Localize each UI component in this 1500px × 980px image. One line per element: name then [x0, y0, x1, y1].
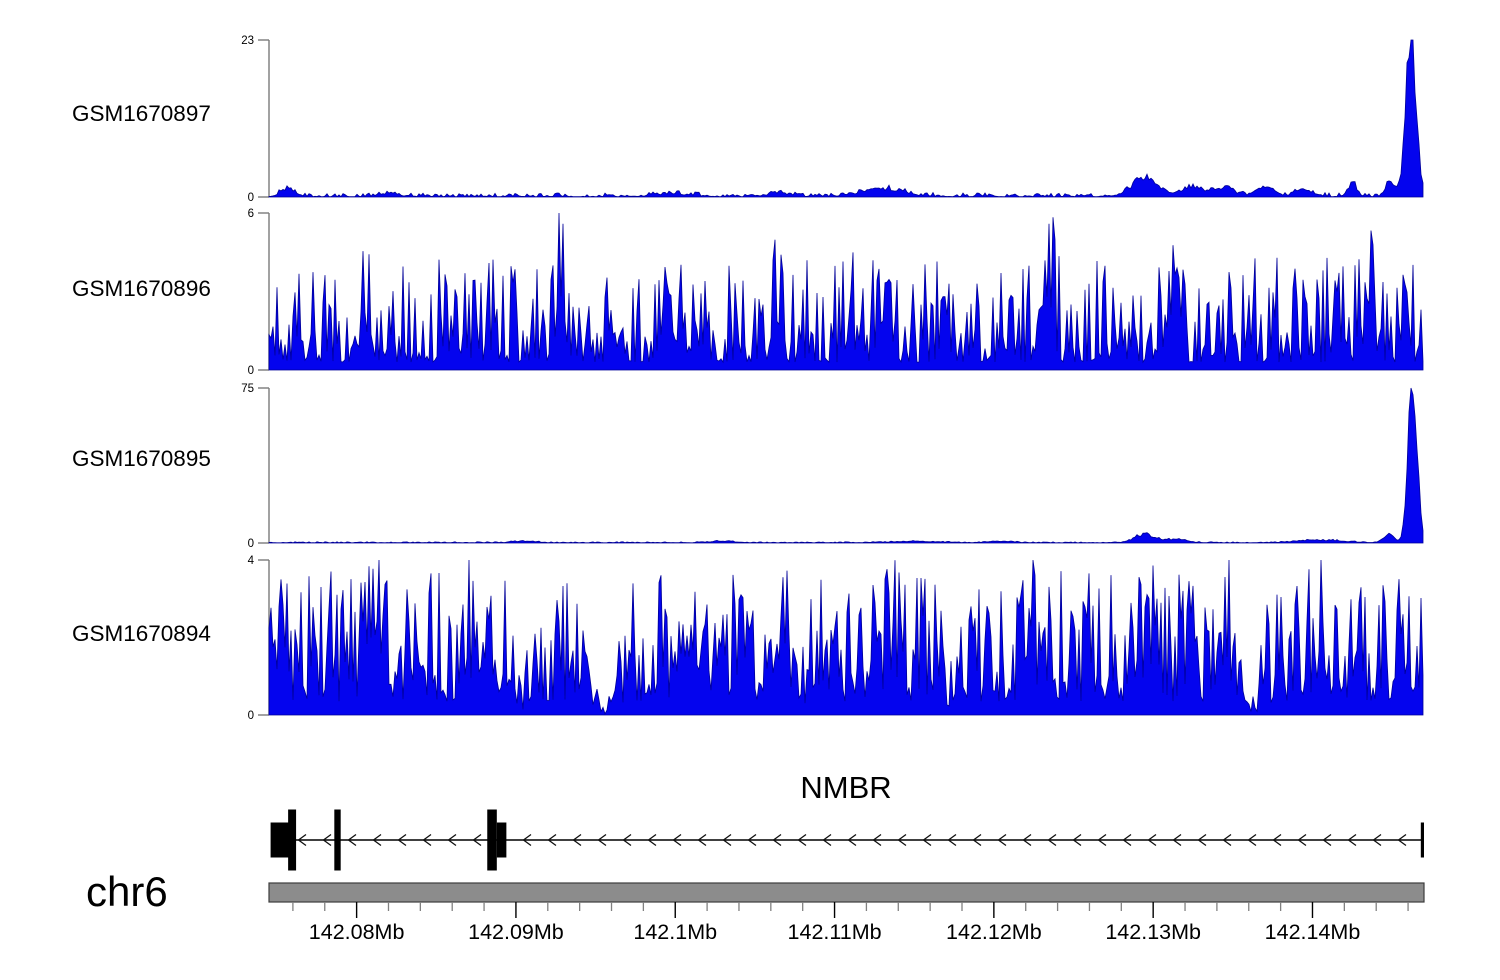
strand-arrow-left-icon — [1147, 833, 1157, 847]
strand-arrow-left-icon — [347, 833, 357, 847]
strand-arrow-left-icon — [1247, 833, 1257, 847]
strand-arrow-left-icon — [1397, 833, 1407, 847]
strand-arrow-left-icon — [797, 833, 807, 847]
strand-arrow-left-icon — [1172, 833, 1182, 847]
track-GSM1670895: 75 0 — [241, 383, 1424, 550]
track-label-gsm1670897: GSM1670897 — [72, 101, 211, 126]
strand-arrow-left-icon — [422, 833, 432, 847]
exon-block — [1420, 822, 1424, 858]
y-axis-max-label: 75 — [241, 383, 254, 395]
strand-arrow-left-icon — [397, 833, 407, 847]
strand-arrow-left-icon — [1272, 833, 1282, 847]
strand-arrow-left-icon — [1197, 833, 1207, 847]
strand-arrow-left-icon — [372, 833, 382, 847]
track-GSM1670894: 40 — [248, 555, 1424, 722]
strand-arrow-left-icon — [1222, 833, 1232, 847]
strand-arrow-left-icon — [1047, 833, 1057, 847]
coverage-signal-GSM1670896 — [268, 212, 1424, 371]
strand-arrow-left-icon — [1022, 833, 1032, 847]
strand-arrow-left-icon — [747, 833, 757, 847]
exon-block — [487, 809, 497, 871]
axis-tick-label: 142.1Mb — [633, 920, 717, 944]
strand-arrow-left-icon — [572, 833, 582, 847]
axis-tick-label: 142.11Mb — [788, 920, 882, 944]
strand-arrow-left-icon — [447, 833, 457, 847]
strand-arrow-left-icon — [1347, 833, 1357, 847]
y-axis-min-label: 0 — [248, 538, 254, 550]
axis-tick-label: 142.12Mb — [946, 920, 1042, 944]
strand-arrow-left-icon — [1072, 833, 1082, 847]
y-axis-max-label: 6 — [248, 208, 254, 220]
axis-tick-label: 142.13Mb — [1105, 920, 1201, 944]
track-GSM1670897: 23 0 — [241, 35, 1424, 204]
exon-block — [334, 809, 341, 871]
strand-arrow-left-icon — [672, 833, 682, 847]
y-axis-min-label: 0 — [248, 365, 254, 377]
strand-arrow-left-icon — [947, 833, 957, 847]
strand-arrow-left-icon — [1297, 833, 1307, 847]
y-axis-min-label: 0 — [248, 192, 254, 204]
axis-tick-label: 142.09Mb — [468, 920, 564, 944]
strand-arrow-left-icon — [922, 833, 932, 847]
strand-arrow-left-icon — [697, 833, 707, 847]
strand-arrow-left-icon — [1372, 833, 1382, 847]
track-label-gsm1670894: GSM1670894 — [72, 621, 211, 646]
strand-arrow-left-icon — [1122, 833, 1132, 847]
track-label-gsm1670896: GSM1670896 — [72, 276, 211, 301]
strand-arrow-left-icon — [472, 833, 482, 847]
strand-arrow-left-icon — [1097, 833, 1107, 847]
chromosome-label: chr6 — [86, 868, 168, 915]
strand-arrow-left-icon — [547, 833, 557, 847]
y-axis-max-label: 4 — [248, 555, 255, 567]
strand-arrow-left-icon — [897, 833, 907, 847]
coverage-signal-GSM1670894 — [268, 559, 1424, 716]
axis-tick-label: 142.14Mb — [1265, 920, 1361, 944]
y-axis-min-label: 0 — [248, 710, 254, 722]
track-GSM1670896: 60 — [248, 208, 1424, 377]
strand-arrow-left-icon — [622, 833, 632, 847]
strand-arrow-left-icon — [322, 833, 332, 847]
strand-arrow-left-icon — [972, 833, 982, 847]
chromosome-bar — [268, 882, 1425, 903]
genomic-axis: 142.08Mb 142.09Mb 142.1Mb 142.11Mb 142.12Mb 1… — [268, 882, 1425, 944]
strand-arrow-left-icon — [647, 833, 657, 847]
exon-block — [270, 822, 290, 858]
gene-model-track — [270, 809, 1424, 871]
track-label-gsm1670895: GSM1670895 — [72, 446, 211, 471]
strand-arrow-left-icon — [1322, 833, 1332, 847]
strand-arrow-left-icon — [822, 833, 832, 847]
strand-arrow-left-icon — [722, 833, 732, 847]
strand-arrow-left-icon — [772, 833, 782, 847]
y-axis-max-label: 23 — [241, 35, 254, 47]
strand-arrow-left-icon — [522, 833, 532, 847]
exon-block — [288, 809, 297, 871]
axis-tick-label: 142.08Mb — [309, 920, 405, 944]
exon-block — [496, 822, 507, 858]
coverage-signal-GSM1670895 — [268, 387, 1424, 544]
strand-arrow-left-icon — [847, 833, 857, 847]
strand-arrow-left-icon — [597, 833, 607, 847]
strand-arrow-left-icon — [297, 833, 307, 847]
coverage-signal-GSM1670897 — [268, 39, 1424, 198]
strand-arrow-left-icon — [997, 833, 1007, 847]
strand-arrow-left-icon — [872, 833, 882, 847]
gene-title: NMBR — [800, 770, 892, 805]
